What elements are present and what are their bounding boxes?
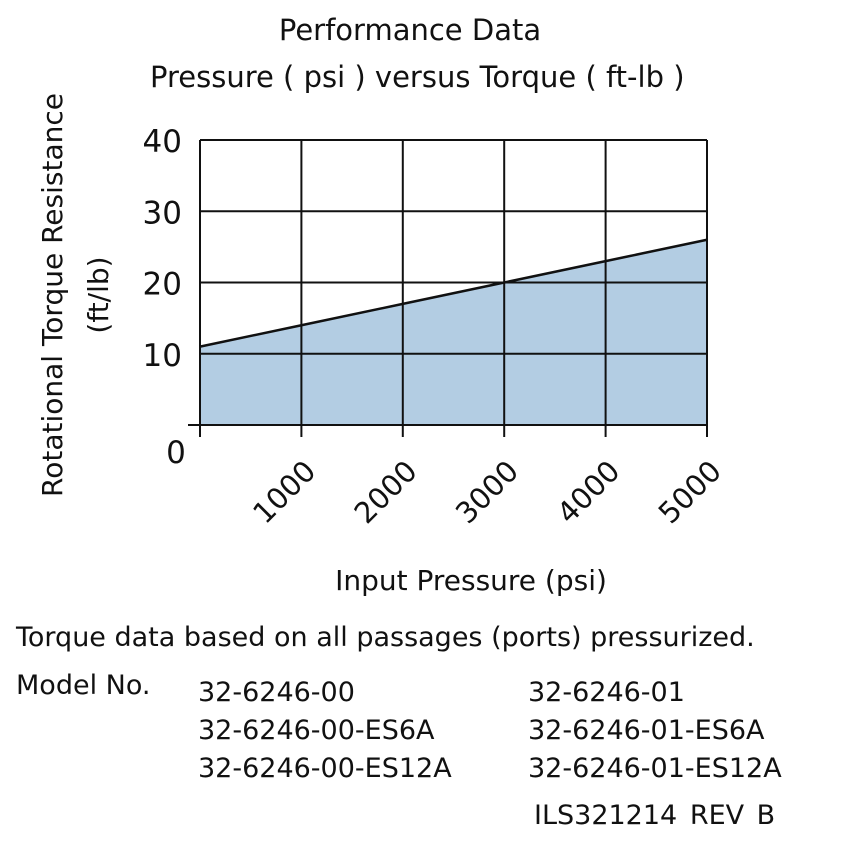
model-number: 32-6246-01	[528, 677, 685, 708]
model-column-01: 32-6246-01 32-6246-01-ES6A 32-6246-01-ES…	[528, 674, 782, 788]
drawing-id: ILS321214	[534, 800, 678, 831]
torque-chart: 0 10 20 30 40 1000 2000 3000 4000 5000 Input Pre…	[36, 93, 728, 597]
model-number: 32-6246-01-ES12A	[528, 753, 782, 784]
y-tick-label: 30	[143, 195, 182, 231]
x-tick-label: 3000	[449, 454, 525, 530]
model-column-00: 32-6246-00 32-6246-00-ES6A 32-6246-00-ES…	[198, 674, 452, 788]
y-tick-label: 20	[143, 267, 182, 303]
torque-area	[200, 239, 707, 425]
x-axis-label: Input Pressure (psi)	[335, 564, 607, 597]
x-tick-label: 1000	[246, 454, 322, 530]
torque-note: Torque data based on all passages (ports…	[16, 622, 755, 653]
model-number: 32-6246-01-ES6A	[528, 715, 765, 746]
model-number: 32-6246-00	[198, 677, 355, 708]
x-tick-label: 5000	[652, 454, 728, 530]
model-number: 32-6246-00-ES6A	[198, 715, 435, 746]
y-tick-label: 0	[166, 435, 186, 471]
drawing-revision: ILS321214 REV B	[534, 800, 775, 831]
chart-subtitle: Pressure ( psi ) versus Torque ( ft-lb )	[150, 60, 685, 94]
model-number: 32-6246-00-ES12A	[198, 753, 452, 784]
x-tick-label: 2000	[348, 454, 424, 530]
y-axis-label: Rotational Torque Resistance	[36, 93, 69, 497]
model-number-label: Model No.	[16, 670, 151, 701]
revision-label: REV B	[689, 800, 776, 831]
y-tick-label: 40	[143, 124, 182, 160]
x-tick-label: 4000	[550, 454, 626, 530]
torque-line	[199, 238, 708, 348]
y-axis-unit-label: (ft/lb)	[82, 256, 115, 333]
chart-title: Performance Data	[278, 13, 542, 47]
y-tick-label: 10	[143, 338, 182, 374]
